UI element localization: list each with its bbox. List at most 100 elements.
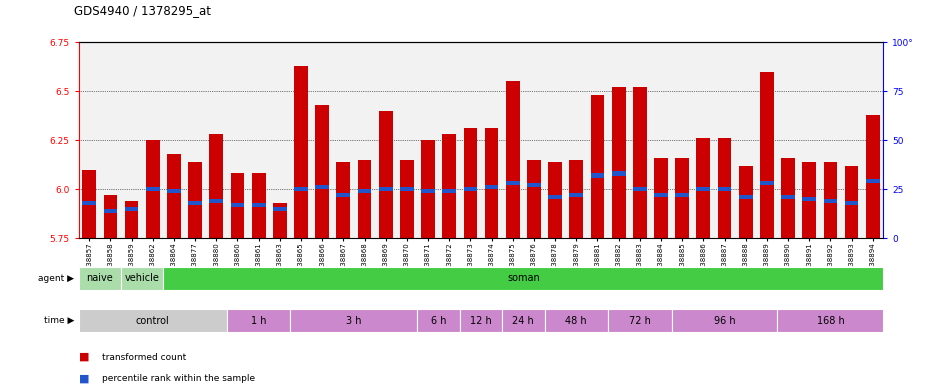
- Bar: [442, 134, 456, 238]
- Bar: [230, 203, 244, 207]
- Text: soman: soman: [507, 273, 539, 283]
- Bar: [294, 187, 308, 191]
- Bar: [845, 166, 858, 238]
- Text: GDS4940 / 1378295_at: GDS4940 / 1378295_at: [74, 4, 211, 17]
- Text: 3 h: 3 h: [346, 316, 362, 326]
- Bar: [104, 195, 117, 238]
- Bar: [866, 115, 880, 238]
- Bar: [549, 162, 562, 238]
- Bar: [273, 203, 287, 238]
- Bar: [782, 158, 795, 238]
- Text: time ▶: time ▶: [43, 316, 74, 325]
- Bar: [675, 193, 689, 197]
- Bar: [209, 134, 223, 238]
- Text: 6 h: 6 h: [431, 316, 447, 326]
- Text: naive: naive: [86, 273, 113, 283]
- Bar: [400, 160, 413, 238]
- Bar: [611, 171, 625, 175]
- Bar: [290, 309, 417, 332]
- Bar: [675, 158, 689, 238]
- Bar: [570, 193, 583, 197]
- Bar: [611, 87, 625, 238]
- Bar: [739, 166, 753, 238]
- Bar: [227, 309, 290, 332]
- Bar: [506, 81, 520, 238]
- Bar: [654, 158, 668, 238]
- Bar: [549, 195, 562, 199]
- Text: 1 h: 1 h: [251, 316, 266, 326]
- Bar: [146, 140, 160, 238]
- Bar: [82, 170, 96, 238]
- Bar: [358, 189, 372, 193]
- Bar: [209, 199, 223, 203]
- Bar: [823, 199, 837, 203]
- Text: 48 h: 48 h: [565, 316, 587, 326]
- Bar: [527, 183, 541, 187]
- Bar: [633, 187, 647, 191]
- Text: vehicle: vehicle: [125, 273, 160, 283]
- Bar: [697, 187, 710, 191]
- Bar: [230, 174, 244, 238]
- Text: 72 h: 72 h: [629, 316, 651, 326]
- Bar: [590, 95, 604, 238]
- Bar: [654, 193, 668, 197]
- Bar: [164, 267, 883, 290]
- Bar: [866, 179, 880, 184]
- Bar: [121, 267, 164, 290]
- Bar: [718, 138, 732, 238]
- Bar: [273, 207, 287, 211]
- Text: 24 h: 24 h: [512, 316, 535, 326]
- Text: control: control: [136, 316, 169, 326]
- Text: 168 h: 168 h: [817, 316, 845, 326]
- Bar: [379, 187, 392, 191]
- Bar: [82, 201, 96, 205]
- Bar: [460, 309, 502, 332]
- Text: ■: ■: [79, 352, 89, 362]
- Bar: [79, 309, 227, 332]
- Text: transformed count: transformed count: [102, 353, 186, 362]
- Bar: [125, 207, 139, 211]
- Bar: [188, 162, 202, 238]
- Bar: [79, 267, 121, 290]
- Bar: [485, 185, 499, 189]
- Bar: [125, 201, 139, 238]
- Bar: [485, 128, 499, 238]
- Bar: [421, 189, 435, 193]
- Bar: [188, 201, 202, 205]
- Bar: [315, 185, 329, 189]
- Bar: [252, 174, 265, 238]
- Text: 12 h: 12 h: [470, 316, 492, 326]
- Bar: [463, 187, 477, 191]
- Bar: [802, 197, 816, 201]
- Bar: [379, 111, 392, 238]
- Bar: [252, 203, 265, 207]
- Bar: [358, 160, 372, 238]
- Bar: [782, 195, 795, 199]
- Text: 96 h: 96 h: [714, 316, 735, 326]
- Bar: [570, 160, 583, 238]
- Bar: [718, 187, 732, 191]
- Bar: [697, 138, 710, 238]
- Bar: [590, 173, 604, 177]
- Bar: [802, 162, 816, 238]
- Bar: [315, 105, 329, 238]
- Bar: [463, 128, 477, 238]
- Bar: [167, 154, 180, 238]
- Bar: [167, 189, 180, 193]
- Bar: [400, 187, 413, 191]
- Bar: [294, 66, 308, 238]
- Bar: [527, 160, 541, 238]
- Bar: [104, 209, 117, 213]
- Bar: [146, 187, 160, 191]
- Bar: [608, 309, 672, 332]
- Text: agent ▶: agent ▶: [38, 274, 74, 283]
- Text: percentile rank within the sample: percentile rank within the sample: [102, 374, 255, 383]
- Bar: [337, 162, 351, 238]
- Bar: [823, 162, 837, 238]
- Bar: [672, 309, 778, 332]
- Bar: [760, 71, 774, 238]
- Bar: [337, 193, 351, 197]
- Bar: [506, 181, 520, 185]
- Bar: [633, 87, 647, 238]
- Bar: [760, 181, 774, 185]
